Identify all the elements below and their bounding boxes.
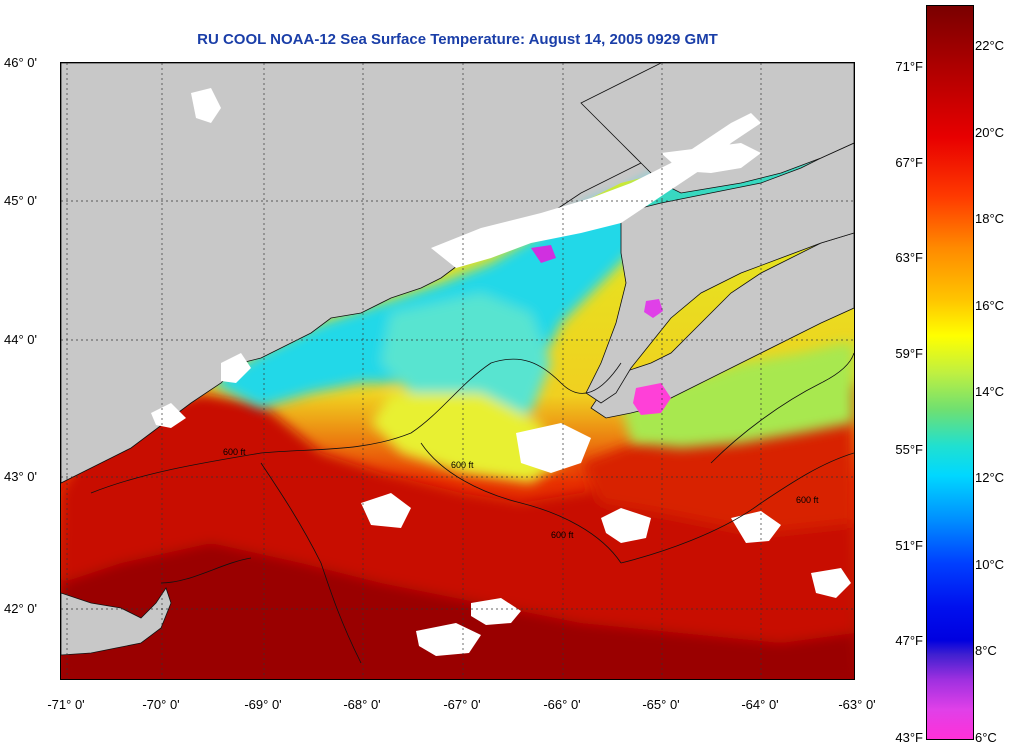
cloud-east-1 bbox=[731, 511, 781, 543]
sst-map-canvas: 600 ft 600 ft 600 ft 600 ft bbox=[61, 63, 854, 679]
fahrenheit-label-67: 67°F bbox=[895, 155, 923, 170]
fahrenheit-label-71: 71°F bbox=[895, 59, 923, 74]
cloud-south-2 bbox=[416, 623, 481, 656]
cloud-east-2 bbox=[811, 568, 851, 598]
lon-label-66: -66° 0' bbox=[543, 697, 581, 712]
scotian-cool bbox=[621, 343, 854, 448]
contour-labels: 600 ft 600 ft 600 ft 600 ft bbox=[223, 447, 819, 540]
celsius-label-12: 12°C bbox=[975, 470, 1005, 485]
cloud-west-1 bbox=[361, 493, 411, 528]
celsius-label-8: 8°C bbox=[975, 643, 997, 658]
nova-scotia bbox=[590, 232, 854, 419]
lon-label-71: -71° 0' bbox=[47, 697, 85, 712]
cape-cod bbox=[61, 587, 172, 656]
cold-fundy-patch bbox=[531, 245, 556, 263]
fahrenheit-label-63: 63°F bbox=[895, 250, 923, 265]
lon-label-65: -65° 0' bbox=[642, 697, 680, 712]
lon-label-70: -70° 0' bbox=[142, 697, 180, 712]
cold-small-patch bbox=[644, 299, 663, 318]
celsius-label-10: 10°C bbox=[975, 557, 1005, 572]
lat-label-46: 46° 0' bbox=[4, 55, 37, 70]
lat-label-43: 43° 0' bbox=[4, 469, 37, 484]
cloud-coast-2 bbox=[151, 403, 186, 428]
contour-label-2: 600 ft bbox=[451, 460, 474, 470]
contour-label-1: 600 ft bbox=[223, 447, 246, 457]
celsius-label-14: 14°C bbox=[975, 384, 1005, 399]
sst-map: 600 ft 600 ft 600 ft 600 ft bbox=[60, 62, 855, 680]
cloud-fundy-head bbox=[661, 143, 761, 173]
lat-label-42: 42° 0' bbox=[4, 601, 37, 616]
contour-600ft bbox=[90, 352, 854, 664]
lon-label-68: -68° 0' bbox=[343, 697, 381, 712]
contour-label-3: 600 ft bbox=[796, 495, 819, 505]
cloud-south-1 bbox=[471, 598, 521, 625]
nova-scotia-upper bbox=[585, 142, 854, 404]
fahrenheit-label-51: 51°F bbox=[895, 538, 923, 553]
celsius-label-6: 6°C bbox=[975, 730, 997, 745]
cloud-central-2 bbox=[601, 508, 651, 543]
celsius-label-20: 20°C bbox=[975, 125, 1005, 140]
lon-label-69: -69° 0' bbox=[244, 697, 282, 712]
new-brunswick-north bbox=[580, 63, 854, 194]
cloud-northwest bbox=[191, 88, 221, 123]
fahrenheit-label-47: 47°F bbox=[895, 633, 923, 648]
lon-label-64: -64° 0' bbox=[741, 697, 779, 712]
fahrenheit-label-43: 43°F bbox=[895, 730, 923, 745]
deep-red-south bbox=[61, 543, 854, 679]
lon-label-67: -67° 0' bbox=[443, 697, 481, 712]
yellow-mid-gulf bbox=[371, 393, 561, 483]
cloud-coast-1 bbox=[221, 353, 251, 383]
lat-label-44: 44° 0' bbox=[4, 332, 37, 347]
celsius-label-16: 16°C bbox=[975, 298, 1005, 313]
cloud-central-1 bbox=[516, 423, 591, 473]
lat-label-45: 45° 0' bbox=[4, 193, 37, 208]
map-title: RU COOL NOAA-12 Sea Surface Temperature:… bbox=[197, 31, 718, 48]
contour-label-4: 600 ft bbox=[551, 530, 574, 540]
fahrenheit-label-59: 59°F bbox=[895, 346, 923, 361]
temperature-colorbar bbox=[926, 5, 974, 740]
cold-upwelling-patch bbox=[633, 383, 671, 415]
cool-offshore-patch bbox=[381, 293, 551, 423]
cloud-bay-of-fundy bbox=[431, 113, 761, 268]
lon-label-63: -63° 0' bbox=[838, 697, 876, 712]
celsius-label-22: 22°C bbox=[975, 38, 1005, 53]
celsius-label-18: 18°C bbox=[975, 211, 1005, 226]
fahrenheit-label-55: 55°F bbox=[895, 442, 923, 457]
